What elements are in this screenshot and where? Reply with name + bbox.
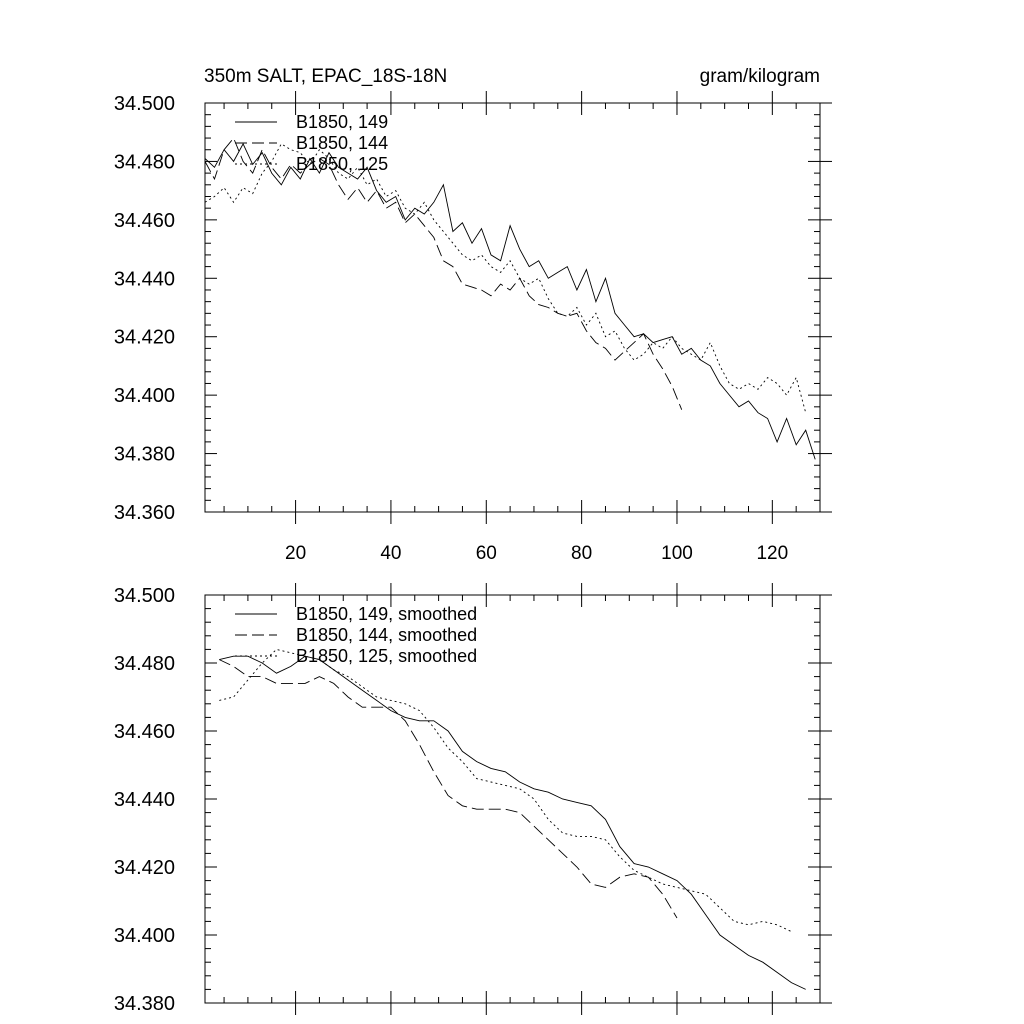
top-chart-y-tick-label: 34.360 xyxy=(114,502,175,524)
top-chart-x-tick-label: 60 xyxy=(476,543,497,564)
top-chart-y-tick-label: 34.440 xyxy=(114,268,175,290)
bottom-chart-y-tick-label: 34.380 xyxy=(114,993,175,1015)
bottom-chart-y-tick-label: 34.480 xyxy=(114,653,175,675)
top-chart-y-tick-label: 34.500 xyxy=(114,93,175,115)
top-chart-series-solid-line xyxy=(204,142,816,460)
bottom-chart-x-ticks xyxy=(223,583,821,1015)
top-chart-x-tick-label: 120 xyxy=(756,543,788,564)
bottom-chart-plot-frame xyxy=(204,594,821,1004)
top-chart-series-dotted-line xyxy=(204,143,807,413)
top-chart-y-tick-label: 34.480 xyxy=(114,151,175,173)
top-chart-legend-label: B1850, 125 xyxy=(296,154,388,174)
top-chart-x-tick-label: 20 xyxy=(285,543,306,564)
bottom-chart-legend-label: B1850, 125, smoothed xyxy=(296,646,477,666)
top-chart-x-ticks: 20 40 60 80 100 120 xyxy=(223,91,821,564)
top-chart-y-tick-label: 34.400 xyxy=(114,385,175,407)
bottom-chart-y-tick-label: 34.500 xyxy=(114,585,175,607)
bottom-chart-y-tick-label: 34.460 xyxy=(114,721,175,743)
top-chart-legend-label: B1850, 149 xyxy=(296,112,388,132)
top-chart-x-tick-label: 40 xyxy=(380,543,401,564)
top-chart-plot-frame xyxy=(204,102,821,513)
bottom-chart-y-tick-label: 34.440 xyxy=(114,789,175,811)
top-chart-series-layer xyxy=(204,137,816,460)
top-chart-y-tick-label: 34.420 xyxy=(114,327,175,349)
bottom-chart-y-ticks: 34.380 34.400 34.420 34.440 34.460 34.480 34.5… xyxy=(114,585,832,1015)
bottom-chart-series-dashed-line xyxy=(219,659,678,919)
bottom-chart-legend-label: B1850, 149, smoothed xyxy=(296,604,477,624)
top-chart-x-tick-label: 100 xyxy=(661,543,693,564)
bottom-chart-series-layer xyxy=(219,648,806,990)
top-chart-panel: 350m SALT, EPAC_18S-18N gram/kilogram 20… xyxy=(114,66,832,564)
bottom-chart-legend-label: B1850, 144, smoothed xyxy=(296,625,477,645)
bottom-chart-y-tick-label: 34.420 xyxy=(114,857,175,879)
bottom-chart-panel: 34.380 34.400 34.420 34.440 34.460 34.480 34.5… xyxy=(114,583,832,1015)
top-chart-legend-label: B1850, 144 xyxy=(296,133,388,153)
bottom-chart-y-tick-label: 34.400 xyxy=(114,925,175,947)
top-chart-y-ticks: 34.360 34.380 34.400 34.420 34.440 34.460 34.4… xyxy=(114,93,832,524)
top-chart-units: gram/kilogram xyxy=(700,66,820,87)
top-chart-y-tick-label: 34.380 xyxy=(114,444,175,466)
top-chart-x-tick-label: 80 xyxy=(571,543,592,564)
top-chart-title: 350m SALT, EPAC_18S-18N xyxy=(204,66,447,87)
top-chart-y-tick-label: 34.460 xyxy=(114,210,175,232)
bottom-chart-series-dotted-line xyxy=(219,648,792,933)
top-chart-series-dashed-line xyxy=(204,137,683,410)
